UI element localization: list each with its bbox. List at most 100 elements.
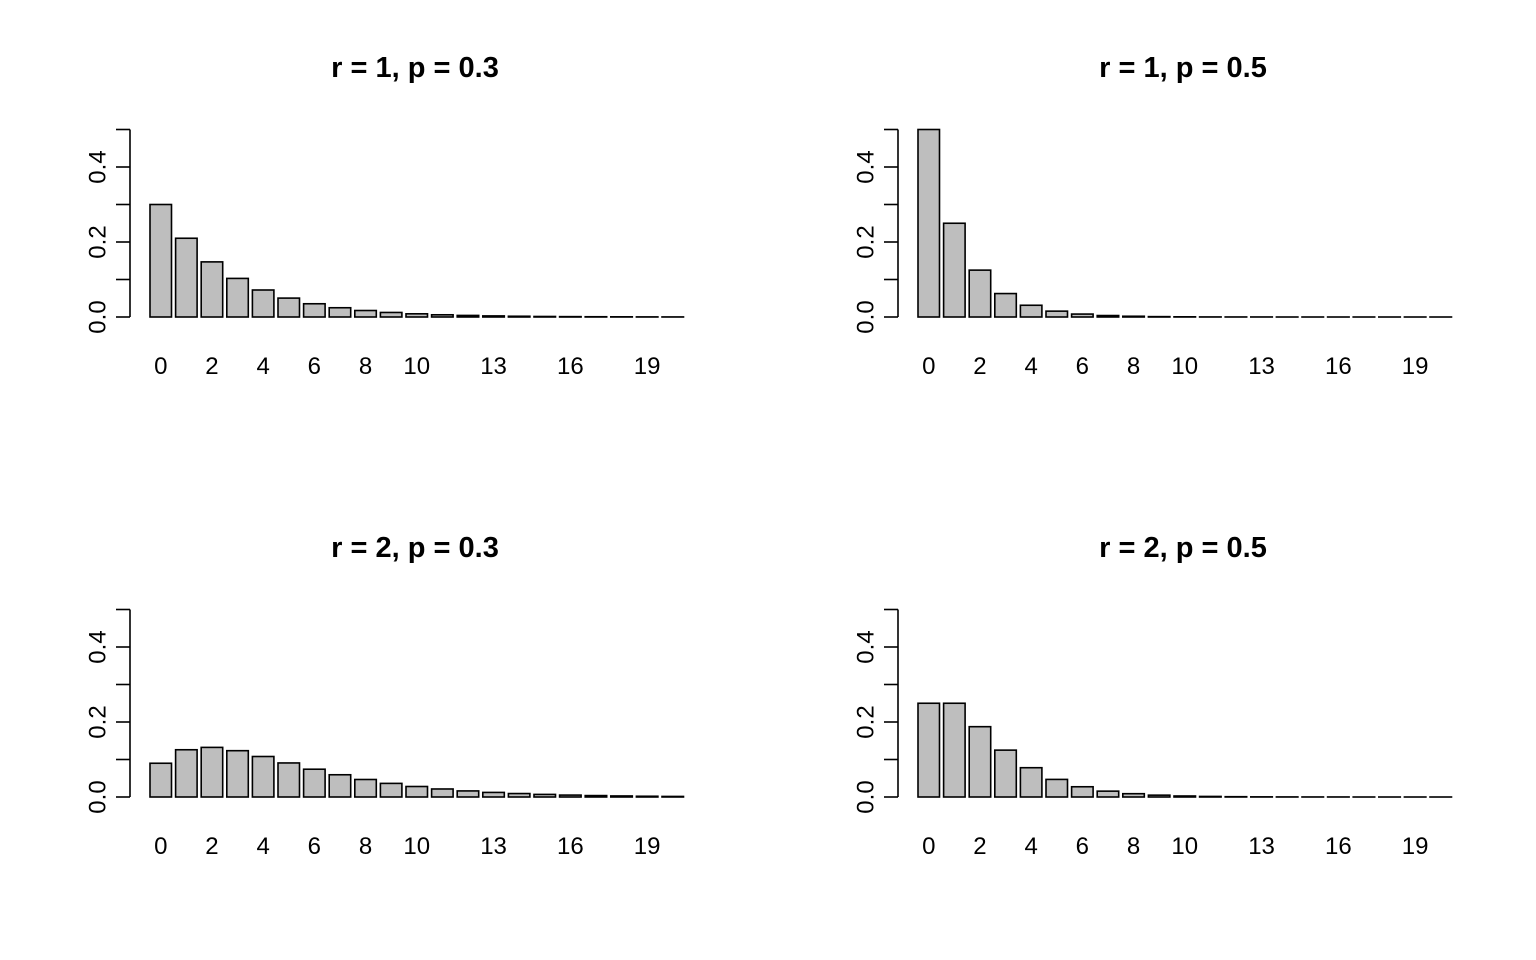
bar-1 (942, 702, 966, 798)
bar-13 (481, 315, 506, 318)
x-tick-label: 16 (557, 353, 584, 380)
y-axis: 0.0 0.2 0.4 (85, 128, 131, 334)
bar-2 (968, 269, 992, 318)
bar-8 (353, 309, 378, 318)
bar-19 (635, 795, 659, 798)
x-tick-label: 2 (205, 353, 218, 380)
x-tick-label: 8 (1127, 353, 1140, 380)
x-tick-label: 6 (308, 833, 321, 860)
bar-14 (507, 315, 531, 318)
bar-0 (149, 762, 173, 798)
bar-9 (379, 782, 403, 798)
bar-2 (200, 746, 224, 798)
bar-6 (302, 768, 326, 798)
bar-15 (533, 793, 557, 798)
x-tick-label: 16 (1325, 833, 1352, 860)
y-axis: 0.0 0.2 0.4 (85, 608, 131, 814)
y-tick-label: 0.0 (85, 300, 112, 333)
bar-10 (405, 785, 429, 798)
x-tick-label: 16 (1325, 353, 1352, 380)
bar-2 (200, 261, 224, 318)
bar-20 (661, 795, 685, 798)
x-tick-label: 16 (557, 833, 584, 860)
bar-2 (968, 725, 992, 798)
bar-8 (353, 778, 378, 798)
x-tick-label: 13 (1248, 353, 1275, 380)
panel-title: r = 1, p = 0.3 (331, 52, 499, 84)
panel-r2-p05: r = 2, p = 0.5 0.0 0.2 0.4 0 2 4 6 8 10 13 16 19 (853, 532, 1453, 860)
x-tick-label: 13 (480, 833, 507, 860)
bar-5 (277, 762, 301, 798)
bar-9 (1147, 794, 1171, 798)
x-tick-label: 2 (973, 833, 986, 860)
y-tick-label: 0.4 (853, 150, 880, 183)
x-tick-label: 0 (154, 353, 167, 380)
x-tick-label: 10 (1171, 353, 1198, 380)
panel-r1-p05: r = 1, p = 0.5 0.0 0.2 0.4 0 2 4 6 8 10 13 16 19 (853, 52, 1453, 380)
bar-13 (481, 791, 506, 798)
bar-14 (507, 792, 531, 798)
bar-11 (430, 788, 454, 798)
x-tick-label: 19 (634, 353, 661, 380)
bar-3 (226, 277, 250, 318)
x-tick-labels: 0 2 4 6 8 10 13 16 19 (922, 833, 1428, 860)
x-tick-label: 19 (1402, 833, 1429, 860)
x-tick-label: 13 (480, 353, 507, 380)
bar-4 (1019, 304, 1043, 318)
x-tick-label: 2 (205, 833, 218, 860)
bar-5 (1045, 778, 1069, 798)
x-tick-labels: 0 2 4 6 8 10 13 16 19 (154, 353, 660, 380)
bar-0 (917, 128, 941, 318)
bar-0 (917, 702, 941, 798)
bar-6 (1070, 313, 1094, 318)
y-tick-label: 0.2 (85, 705, 112, 738)
bars (917, 702, 1453, 798)
bar-5 (277, 297, 301, 318)
x-tick-label: 0 (922, 833, 935, 860)
panel-title: r = 2, p = 0.5 (1099, 532, 1267, 564)
bar-6 (1070, 785, 1094, 798)
panel-r2-p03: r = 2, p = 0.3 0.0 0.2 0.4 0 2 4 6 8 10 13 16 19 (85, 532, 685, 860)
bar-10 (405, 313, 429, 318)
bar-7 (328, 306, 352, 318)
y-axis: 0.0 0.2 0.4 (853, 608, 899, 814)
bar-3 (226, 749, 250, 798)
x-tick-labels: 0 2 4 6 8 10 13 16 19 (154, 833, 660, 860)
y-tick-label: 0.0 (853, 300, 880, 333)
x-tick-labels: 0 2 4 6 8 10 13 16 19 (922, 353, 1428, 380)
bars (917, 128, 1453, 318)
bar-10 (1173, 795, 1197, 798)
bar-18 (609, 795, 634, 798)
bar-4 (251, 289, 275, 318)
panel-title: r = 2, p = 0.3 (331, 532, 499, 564)
bar-11 (1198, 795, 1222, 798)
y-tick-label: 0.2 (853, 225, 880, 258)
x-tick-label: 4 (1024, 353, 1037, 380)
bars (149, 203, 685, 318)
y-tick-label: 0.2 (85, 225, 112, 258)
bars (149, 746, 685, 798)
x-tick-label: 6 (308, 353, 321, 380)
x-tick-label: 10 (403, 353, 430, 380)
x-tick-label: 6 (1076, 833, 1089, 860)
x-tick-label: 4 (256, 833, 269, 860)
y-tick-label: 0.4 (853, 630, 880, 663)
y-axis: 0.0 0.2 0.4 (853, 128, 899, 334)
x-tick-label: 13 (1248, 833, 1275, 860)
x-tick-label: 0 (922, 353, 935, 380)
bar-3 (993, 749, 1018, 798)
x-tick-label: 19 (634, 833, 661, 860)
bar-12 (456, 314, 480, 318)
panel-title: r = 1, p = 0.5 (1099, 52, 1267, 84)
y-tick-label: 0.4 (85, 630, 112, 663)
bar-7 (1096, 790, 1120, 798)
bar-4 (251, 755, 275, 798)
x-tick-label: 8 (359, 833, 372, 860)
bar-12 (456, 790, 480, 798)
x-tick-label: 2 (973, 353, 986, 380)
x-tick-label: 19 (1402, 353, 1429, 380)
bar-6 (302, 302, 326, 318)
x-tick-label: 6 (1076, 353, 1089, 380)
panel-r1-p03: r = 1, p = 0.3 0.0 0.2 0.4 0 2 4 6 8 10 13 16 19 (85, 52, 685, 380)
